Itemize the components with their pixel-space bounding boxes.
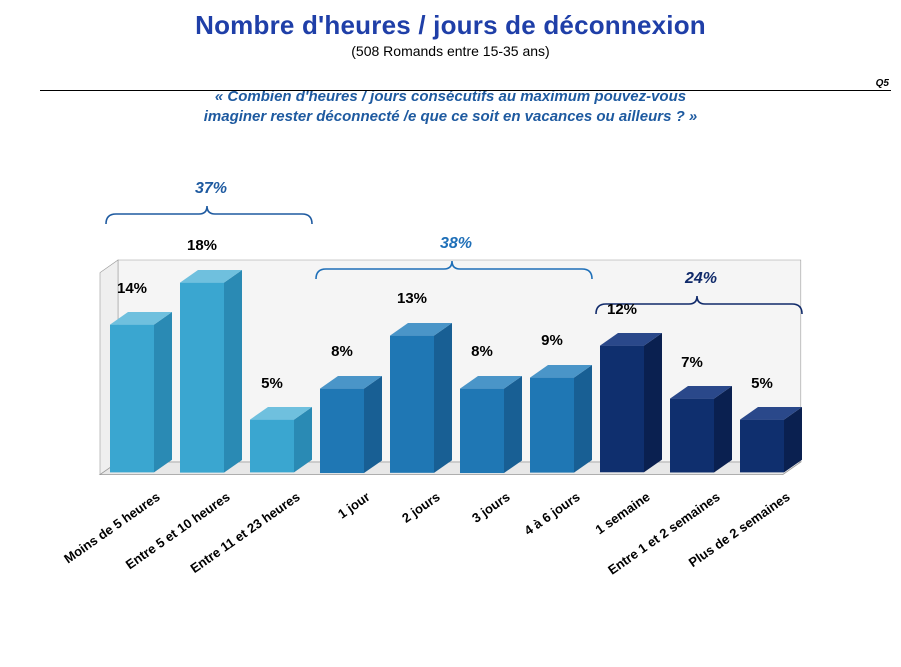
bar [110, 314, 172, 474]
bar [740, 409, 802, 474]
bar [180, 272, 242, 475]
bar [320, 378, 382, 475]
bars-area: 14% 18% 5% 8% 13% 8% 9% 12% 7% 5% [100, 180, 840, 488]
bar [390, 325, 452, 475]
bar [460, 378, 522, 475]
page-subtitle: (508 Romands entre 15-35 ans) [0, 43, 901, 59]
question-ref: Q5 [876, 78, 889, 89]
question-line-2: imaginer rester déconnecté /e que ce soi… [0, 107, 901, 127]
bar-chart: 37%38%24% 14%18%5%8%13%8%9%12%7%5% Moins… [100, 180, 840, 610]
bar-value-label: 8% [454, 343, 510, 360]
horizontal-rule [40, 90, 891, 91]
bar-value-label: 5% [244, 375, 300, 392]
bar [670, 388, 732, 474]
bar-value-label: 8% [314, 343, 370, 360]
bar [530, 367, 592, 475]
bar-value-label: 14% [104, 280, 160, 297]
page-title: Nombre d'heures / jours de déconnexion [0, 10, 901, 41]
bar-value-label: 12% [594, 301, 650, 318]
bar-value-label: 7% [664, 354, 720, 371]
bar-value-label: 13% [384, 290, 440, 307]
bar-value-label: 9% [524, 332, 580, 349]
bar [600, 335, 662, 474]
bar [250, 409, 312, 474]
bar-value-label: 5% [734, 375, 790, 392]
survey-question: « Combien d'heures / jours consécutifs a… [0, 87, 901, 128]
bar-value-label: 18% [174, 237, 230, 254]
